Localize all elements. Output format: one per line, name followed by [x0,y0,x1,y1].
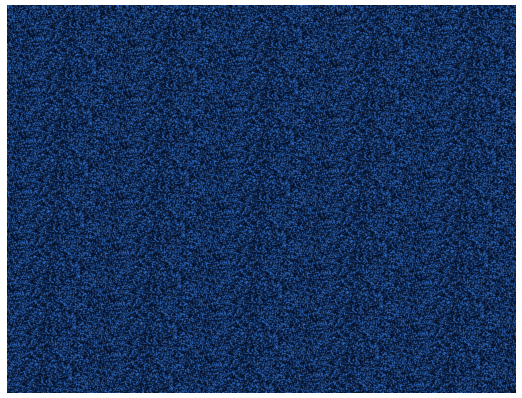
noise-canvas [7,5,516,393]
dark-blue-noise-image [7,5,516,393]
